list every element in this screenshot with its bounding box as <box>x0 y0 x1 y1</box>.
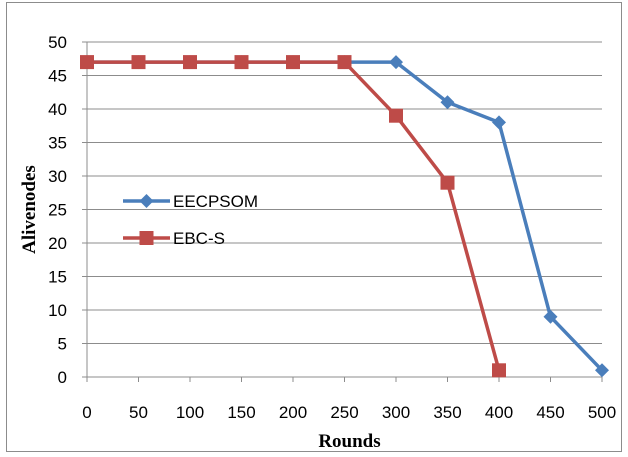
data-point <box>131 55 146 70</box>
data-point <box>80 55 94 70</box>
legend-marker <box>139 231 154 245</box>
data-point <box>440 95 455 110</box>
data-point <box>183 55 197 70</box>
x-tick-label: 400 <box>485 403 513 422</box>
legend: EECPSOM EBC-S <box>123 192 258 248</box>
y-tick-label: 5 <box>58 335 67 354</box>
y-tick-label: 20 <box>48 234 67 253</box>
data-point <box>389 55 403 70</box>
x-tick-label: 0 <box>82 403 91 422</box>
data-point <box>492 115 506 130</box>
series-line <box>87 60 501 371</box>
series-eecpsom <box>80 55 609 378</box>
y-tick-label: 10 <box>48 301 67 320</box>
legend-label: EECPSOM <box>173 192 258 211</box>
x-tick-label: 300 <box>382 403 410 422</box>
y-tick-label: 45 <box>48 67 67 86</box>
x-tick-label: 100 <box>176 403 204 422</box>
x-axis-title: Rounds <box>318 431 380 452</box>
data-point <box>337 55 352 70</box>
x-tick-label: 450 <box>536 403 564 422</box>
data-point <box>234 55 249 70</box>
y-tick-label: 0 <box>58 368 67 387</box>
y-tick-label: 50 <box>48 33 67 52</box>
data-point <box>492 363 506 378</box>
data-point <box>543 309 558 324</box>
gridlines <box>87 41 602 344</box>
y-axis-title: Alivenodes <box>19 165 40 254</box>
x-tick-label: 350 <box>433 403 461 422</box>
data-point <box>595 363 609 378</box>
legend-label: EBC-S <box>173 229 225 248</box>
x-tick-label: 200 <box>279 403 307 422</box>
data-point <box>286 55 300 70</box>
y-tick-label: 15 <box>48 268 67 287</box>
x-tick-label: 500 <box>588 403 616 422</box>
y-tick-label: 40 <box>48 100 67 119</box>
x-tick-label: 50 <box>129 403 148 422</box>
x-tick-label: 150 <box>227 403 255 422</box>
y-tick-label: 25 <box>48 201 67 220</box>
series-line <box>87 60 604 372</box>
series-ebc-s <box>80 55 506 378</box>
data-point <box>440 175 455 190</box>
y-tick-label: 35 <box>48 134 67 153</box>
data-point <box>389 108 403 123</box>
x-tick-label: 250 <box>330 403 358 422</box>
series-layer <box>80 55 609 378</box>
legend-marker <box>139 194 154 208</box>
y-tick-label: 30 <box>48 167 67 186</box>
